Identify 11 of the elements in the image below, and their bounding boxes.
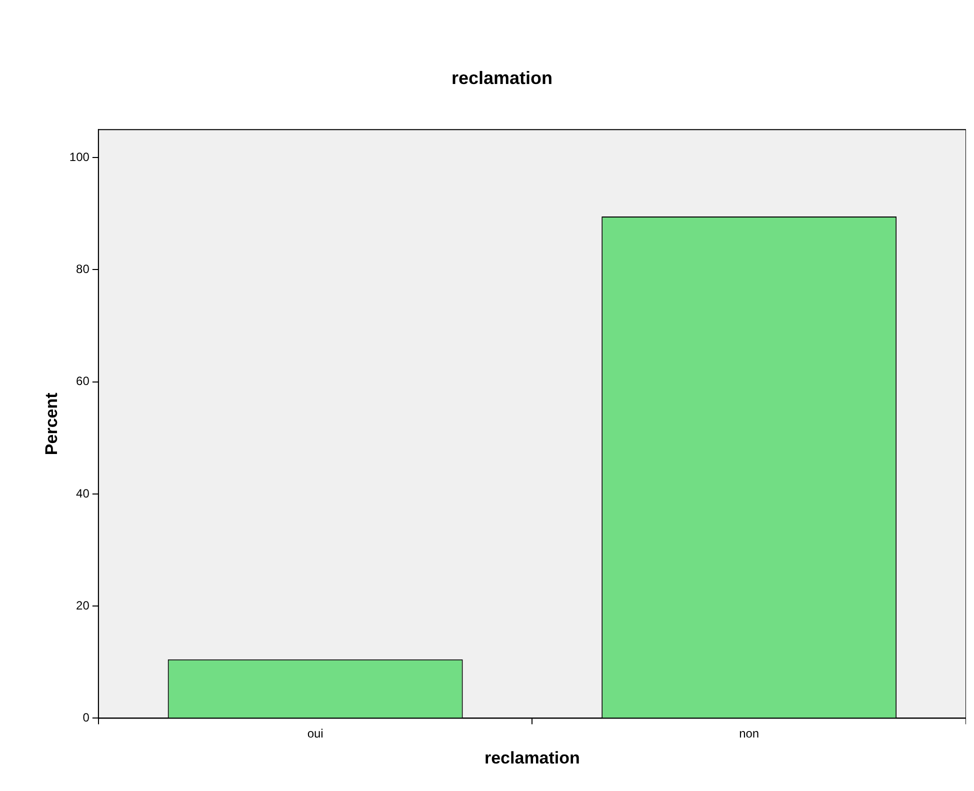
y-tick-label: 100 [69,150,90,164]
y-tick-label: 20 [76,598,90,612]
y-tick-label: 60 [76,374,90,388]
x-tick-label: non [739,726,760,741]
y-tick-label: 0 [82,710,90,725]
x-tick-label: oui [307,726,324,741]
y-tick-label: 80 [76,262,90,276]
x-axis-title: reclamation [484,748,580,768]
chart-title: reclamation [451,68,553,88]
y-tick-label: 40 [76,486,90,500]
y-axis-title: Percent [42,392,61,456]
